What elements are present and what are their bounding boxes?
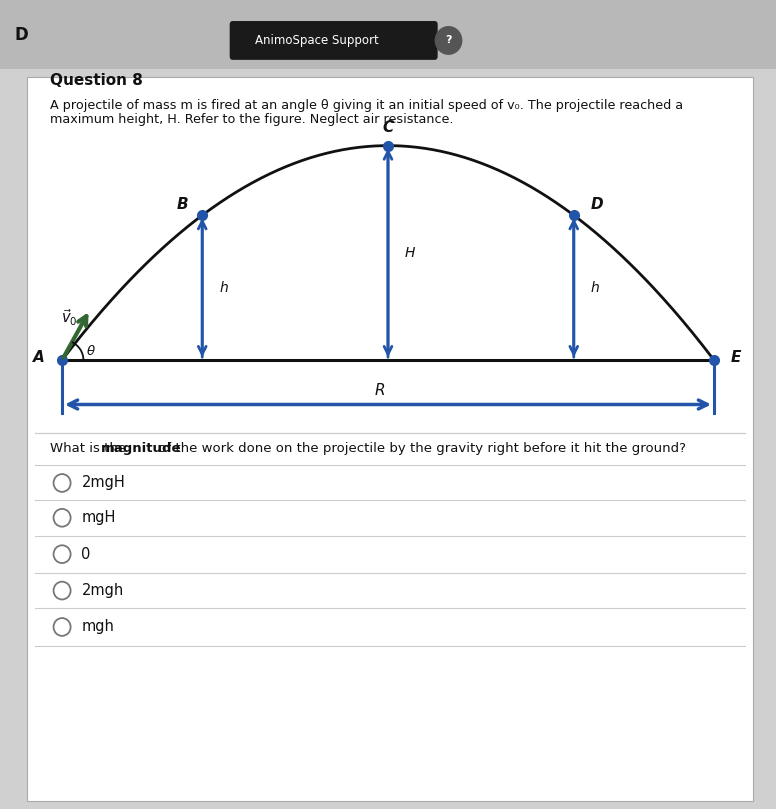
Text: $\vec{v}_0$: $\vec{v}_0$ [61,307,78,328]
Text: h: h [220,281,228,294]
Text: $\theta$: $\theta$ [86,344,95,358]
Text: ?: ? [445,36,452,45]
Text: What is the: What is the [50,443,131,455]
Text: maximum height, H. Refer to the figure. Neglect air resistance.: maximum height, H. Refer to the figure. … [50,113,454,126]
Text: A: A [33,350,45,365]
Text: D: D [591,197,604,212]
FancyBboxPatch shape [27,77,753,801]
Text: 2mgH: 2mgH [81,476,125,490]
Text: magnitude: magnitude [101,443,182,455]
Text: R: R [375,383,386,398]
Text: mgH: mgH [81,510,116,525]
Circle shape [435,27,462,54]
Text: 2mgh: 2mgh [81,583,123,598]
Text: 0: 0 [81,547,91,561]
Text: A projectile of mass m is fired at an angle θ giving it an initial speed of v₀. : A projectile of mass m is fired at an an… [50,99,684,112]
Text: mgh: mgh [81,620,114,634]
Text: E: E [730,350,741,365]
Bar [0,0,776,69]
Text: Question 8: Question 8 [50,74,144,88]
Text: h: h [591,281,600,294]
Text: H: H [405,246,415,260]
Text: B: B [177,197,189,212]
Text: AnimoSpace Support: AnimoSpace Support [255,34,379,47]
Text: D: D [14,26,28,44]
Text: of the work done on the projectile by the gravity right before it hit the ground: of the work done on the projectile by th… [154,443,686,455]
Text: C: C [383,121,393,135]
FancyBboxPatch shape [230,21,438,60]
